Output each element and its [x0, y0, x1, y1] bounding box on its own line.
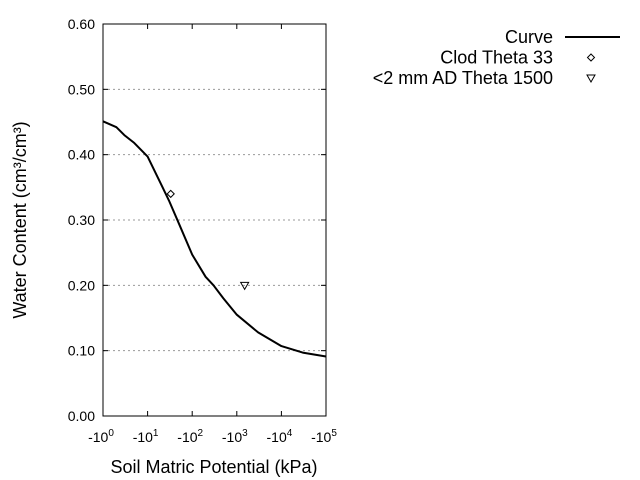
x-tick-exponent: 5 — [331, 428, 337, 439]
legend-label: <2 mm AD Theta 1500 — [373, 68, 553, 88]
x-tick-base: -10 — [311, 429, 331, 445]
x-tick-label: -103 — [222, 428, 248, 445]
x-tick-label: -104 — [267, 428, 293, 445]
x-tick-exponent: 1 — [153, 428, 159, 439]
grid — [103, 88, 326, 352]
x-tick-base: -10 — [88, 429, 108, 445]
y-tick-label: 0.60 — [68, 16, 95, 32]
y-axis: 0.00 0.10 0.20 0.30 0.40 0.50 0.60 — [68, 16, 326, 424]
x-tick-label: -105 — [311, 428, 337, 445]
x-tick-exponent: 0 — [108, 428, 114, 439]
data-point-triangle-down — [239, 281, 250, 291]
data-point-diamond — [166, 189, 175, 199]
legend-label: Clod Theta 33 — [440, 48, 553, 68]
y-tick-label: 0.30 — [68, 212, 95, 228]
x-tick-base: -10 — [177, 429, 197, 445]
x-tick-base: -10 — [222, 429, 242, 445]
curve-line — [102, 120, 327, 358]
x-tick-label: -100 — [88, 428, 114, 445]
legend-marker-triangle-down — [586, 74, 596, 84]
x-tick-base: -10 — [133, 429, 153, 445]
x-tick-exponent: 2 — [198, 428, 204, 439]
y-tick-label: 0.50 — [68, 81, 95, 97]
x-tick-base: -10 — [267, 429, 287, 445]
x-axis-label: Soil Matric Potential (kPa) — [110, 457, 317, 477]
series-layer — [102, 120, 327, 358]
legend-label: Curve — [505, 27, 553, 47]
x-axis: -100 -101 -102 -103 -104 -105 — [88, 24, 337, 445]
y-tick-label: 0.00 — [68, 408, 95, 424]
x-tick-exponent: 4 — [287, 428, 293, 439]
y-tick-label: 0.40 — [68, 147, 95, 163]
y-axis-label: Water Content (cm³/cm³) — [10, 121, 30, 318]
x-tick-exponent: 3 — [242, 428, 248, 439]
x-tick-label: -101 — [133, 428, 159, 445]
x-tick-label: -102 — [177, 428, 203, 445]
y-tick-label: 0.10 — [68, 343, 95, 359]
y-tick-label: 0.20 — [68, 277, 95, 293]
legend-marker-diamond — [586, 53, 596, 62]
